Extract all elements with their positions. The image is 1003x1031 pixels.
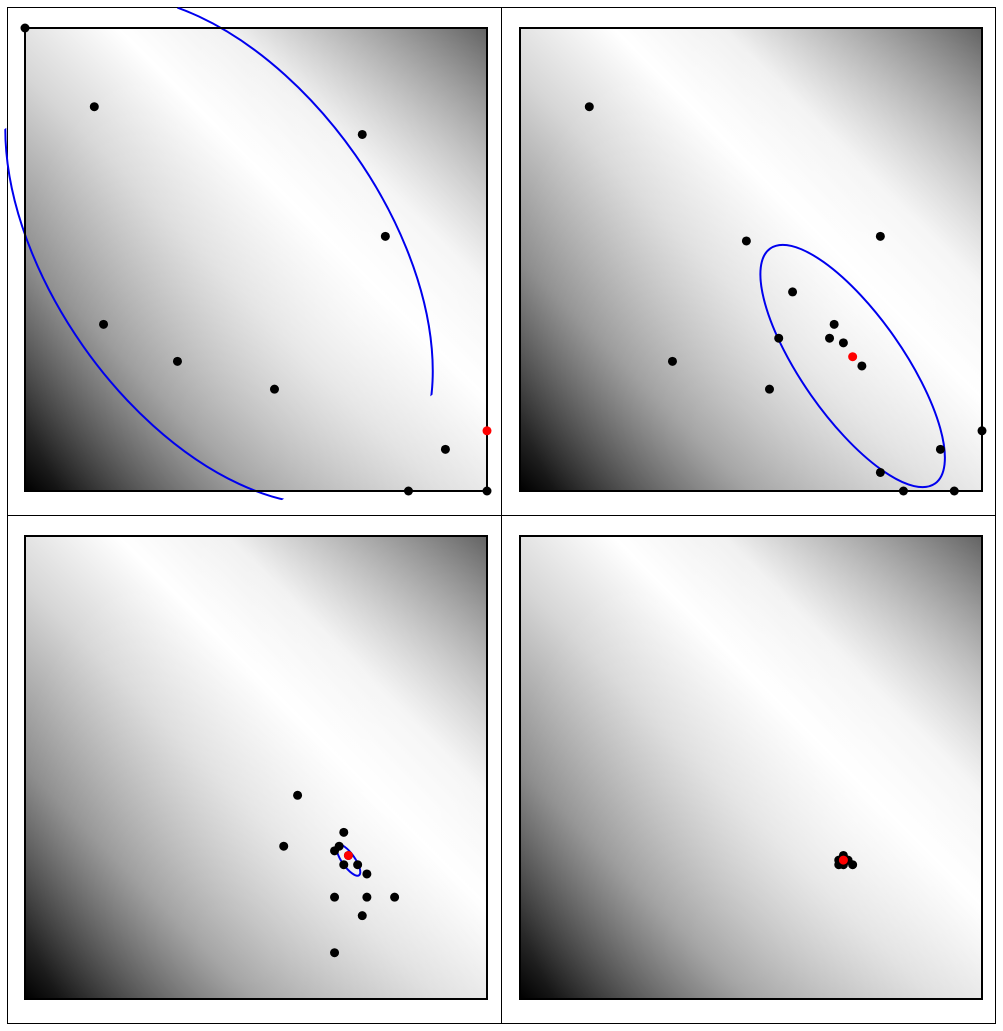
- sample-point: [482, 486, 492, 496]
- sample-point: [293, 790, 303, 800]
- sample-point: [339, 860, 349, 870]
- sample-point: [829, 319, 839, 329]
- sample-point: [788, 287, 798, 297]
- sample-point: [353, 860, 363, 870]
- sample-point: [741, 236, 751, 246]
- plot-frame: [519, 27, 983, 492]
- sample-point: [440, 444, 450, 454]
- sample-point: [949, 486, 959, 496]
- plot-frame: [519, 535, 983, 1000]
- heatmap-highlight: [25, 28, 487, 491]
- sample-point: [279, 841, 289, 851]
- chart-panel-3: [24, 535, 488, 1000]
- sample-point: [667, 356, 677, 366]
- sample-point: [380, 231, 390, 241]
- sample-point: [357, 129, 367, 139]
- sample-point: [334, 841, 344, 851]
- sample-point: [330, 948, 340, 958]
- sample-point: [935, 444, 945, 454]
- sample-point: [875, 467, 885, 477]
- plot-frame: [24, 27, 488, 492]
- confidence-ellipse: [759, 243, 946, 489]
- sample-point: [269, 384, 279, 394]
- heatmap-highlight: [520, 536, 982, 999]
- plot-frame: [24, 535, 488, 1000]
- mean-point: [482, 426, 492, 436]
- sample-point: [898, 486, 908, 496]
- sample-point: [172, 356, 182, 366]
- sample-point: [764, 384, 774, 394]
- sample-point: [774, 333, 784, 343]
- sample-point: [403, 486, 413, 496]
- sample-point: [362, 869, 372, 879]
- sample-point: [89, 102, 99, 112]
- chart-panel-1: [4, 0, 492, 506]
- sample-point: [357, 911, 367, 921]
- heatmap-highlight: [520, 28, 982, 491]
- sample-point: [977, 426, 987, 436]
- panels: [4, 0, 987, 1000]
- sample-point: [330, 892, 340, 902]
- sample-point: [584, 102, 594, 112]
- sample-point: [848, 860, 858, 870]
- sample-point: [362, 892, 372, 902]
- sample-point: [875, 231, 885, 241]
- mean-point: [838, 855, 848, 865]
- heatmap-highlight: [25, 536, 487, 999]
- sample-point: [99, 319, 109, 329]
- sample-point: [20, 23, 30, 33]
- sample-point: [339, 827, 349, 837]
- mean-point: [848, 352, 858, 362]
- sample-point: [390, 892, 400, 902]
- sample-point: [857, 361, 867, 371]
- mean-point: [343, 850, 353, 860]
- sample-point: [825, 333, 835, 343]
- sample-point: [838, 338, 848, 348]
- chart-panel-4: [519, 535, 983, 1000]
- chart-panel-2: [519, 27, 987, 496]
